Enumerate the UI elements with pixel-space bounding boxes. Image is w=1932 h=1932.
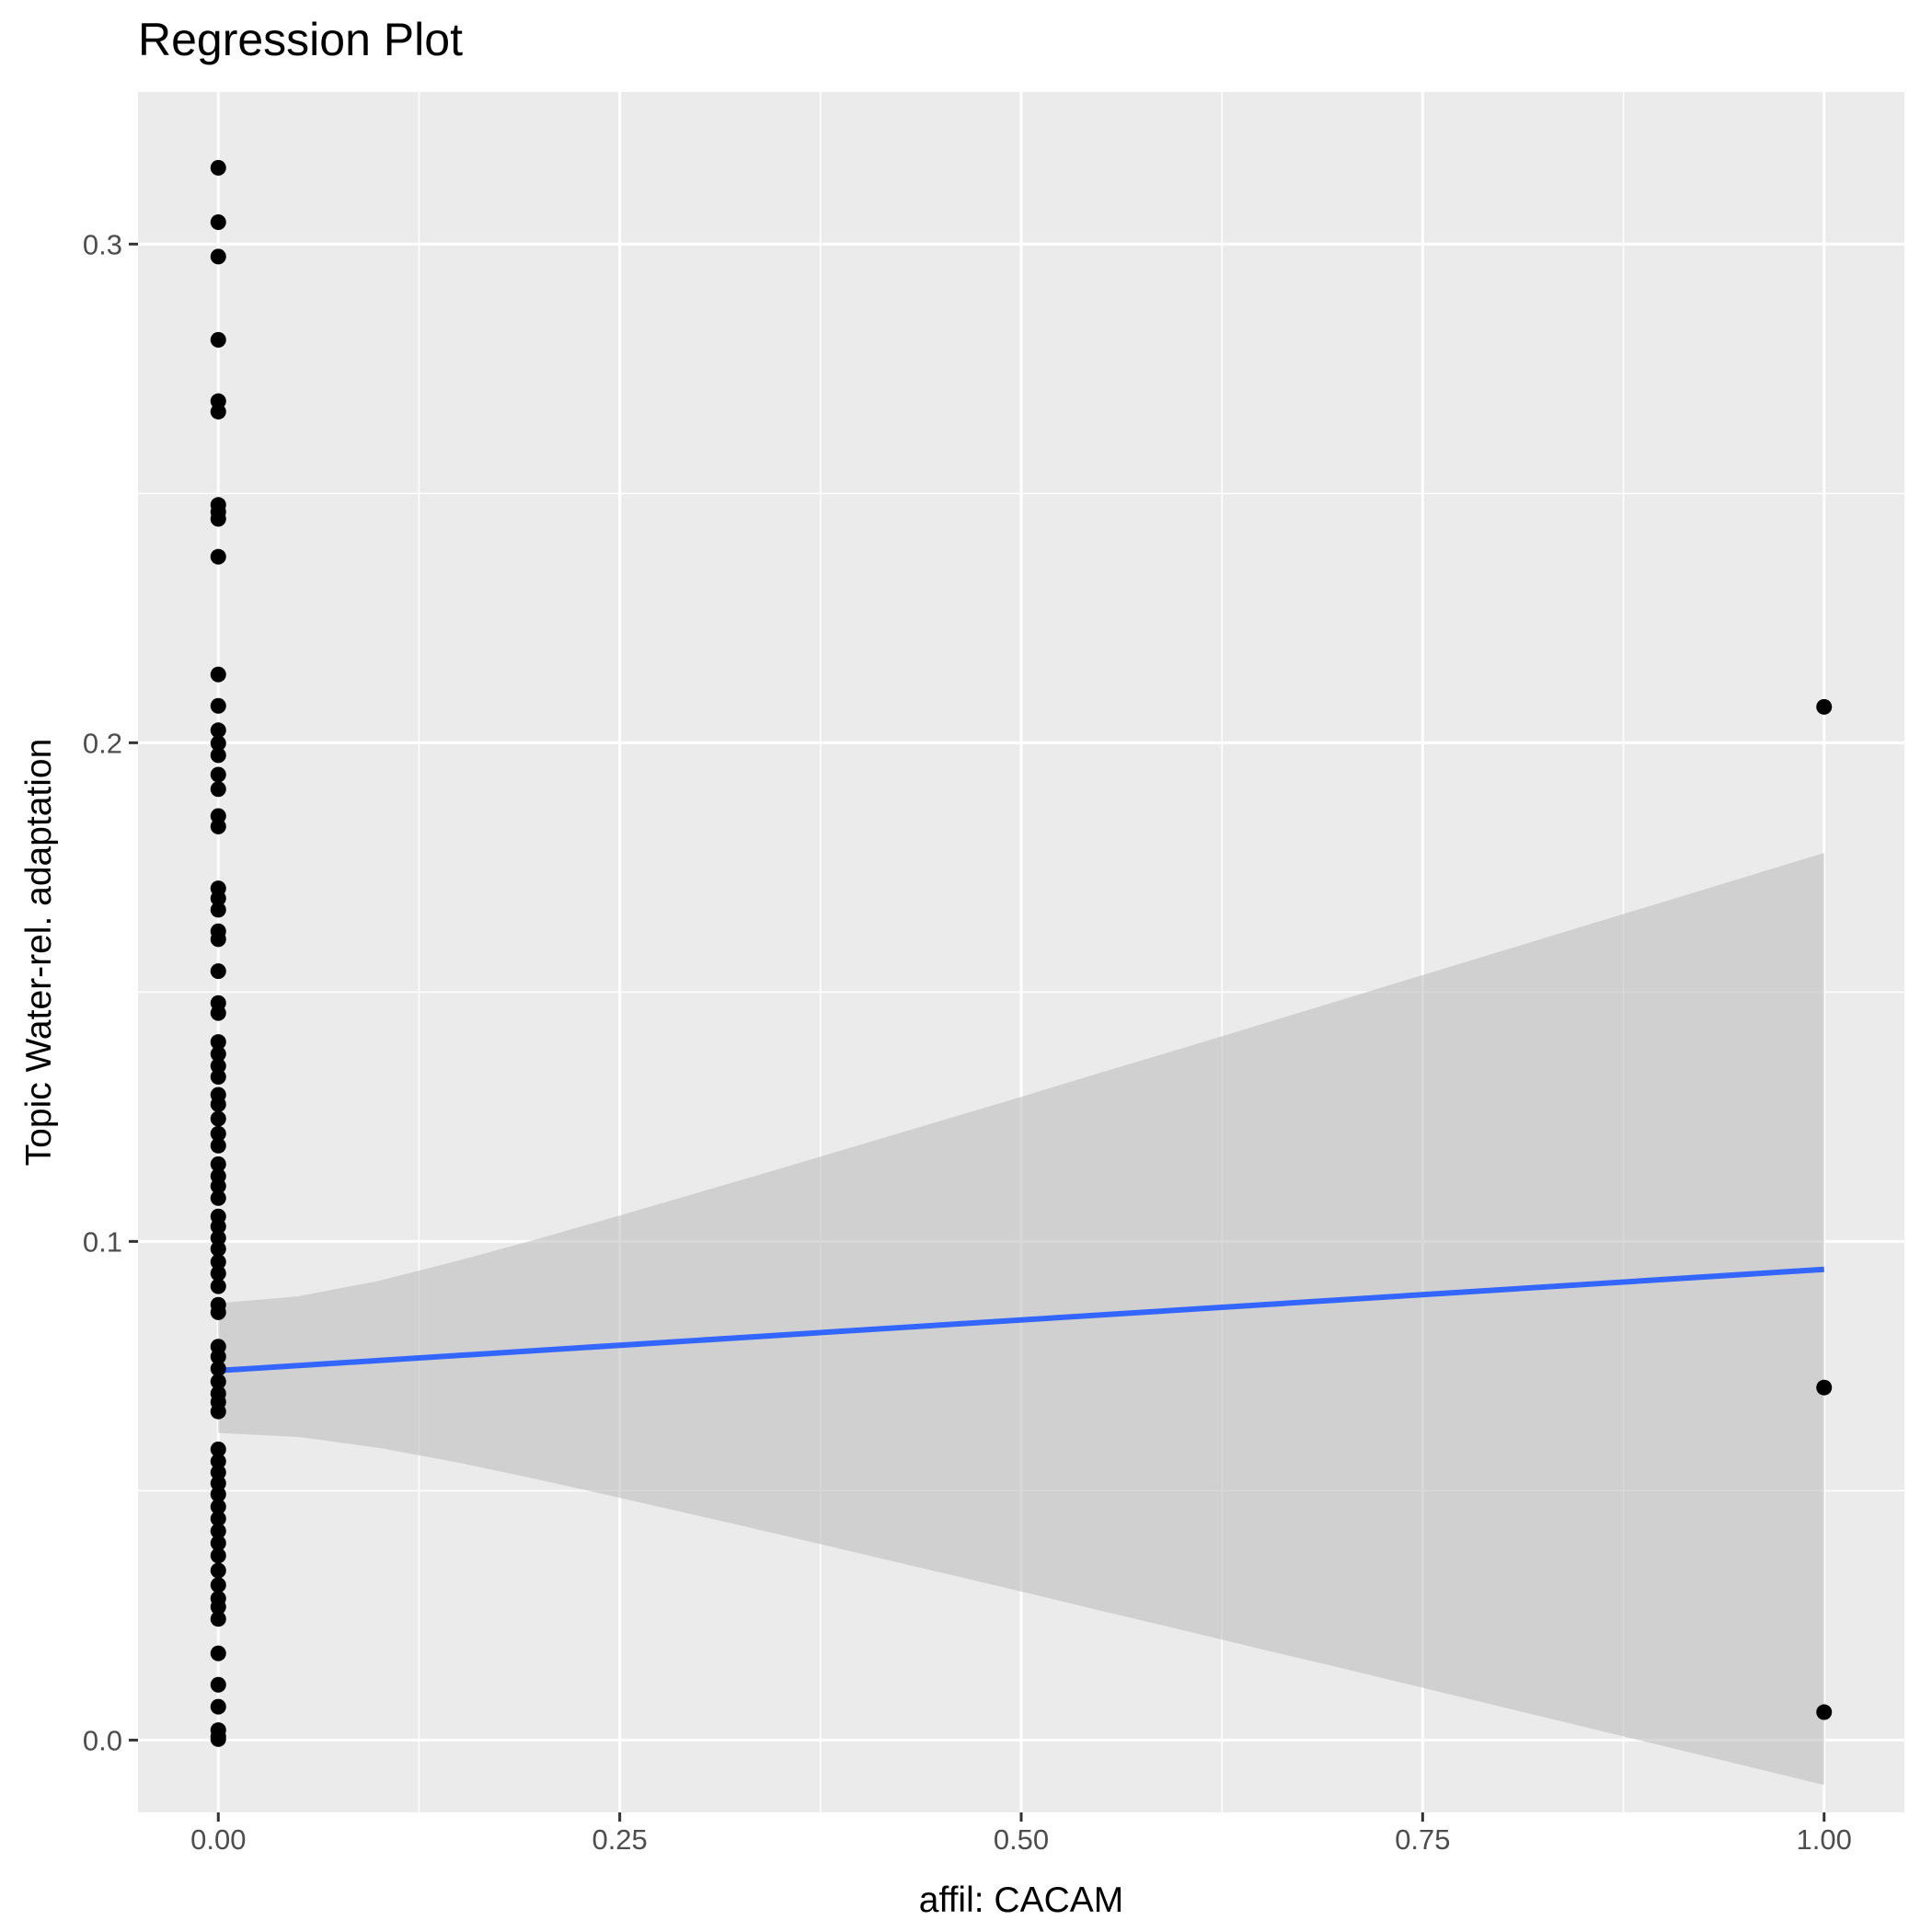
data-point (210, 1190, 226, 1206)
data-point (210, 1374, 226, 1390)
data-point (210, 1278, 226, 1294)
x-tick-label: 0.50 (994, 1823, 1049, 1856)
y-tick-label: 0.2 (83, 727, 122, 759)
y-tick-label: 0.1 (83, 1225, 122, 1258)
data-point (210, 1499, 226, 1515)
data-point (210, 548, 226, 565)
data-point (210, 1178, 226, 1194)
data-point (1816, 1704, 1833, 1720)
scatter-points (210, 159, 1833, 1747)
data-point (210, 1230, 226, 1247)
data-point (1816, 1379, 1833, 1396)
data-point (210, 1156, 226, 1172)
y-axis-title: Topic Water-rel. adaptation (19, 739, 59, 1167)
data-point (210, 1241, 226, 1258)
data-point (210, 1361, 226, 1377)
data-point (210, 213, 226, 230)
y-axis-ticks: 0.0 0.1 0.2 0.3 (83, 228, 138, 1756)
x-axis-ticks: 0.00 0.25 0.50 0.75 1.00 (190, 1812, 1852, 1856)
data-point (210, 1562, 226, 1579)
data-point (210, 1535, 226, 1551)
chart-title: Regression Plot (138, 14, 463, 65)
data-point (210, 1453, 226, 1469)
data-point (210, 1265, 226, 1282)
x-tick-label: 0.25 (592, 1823, 647, 1856)
data-point (210, 1218, 226, 1235)
data-point (210, 902, 226, 918)
data-point (210, 747, 226, 764)
data-point (210, 781, 226, 798)
y-tick-label: 0.0 (83, 1724, 122, 1756)
data-point (210, 1731, 226, 1747)
data-point (210, 248, 226, 265)
x-tick-label: 0.75 (1395, 1823, 1450, 1856)
data-point (210, 766, 226, 783)
data-point (210, 1464, 226, 1480)
data-point (210, 1523, 226, 1539)
data-point (210, 1304, 226, 1320)
data-point (210, 963, 226, 980)
data-point (210, 1577, 226, 1593)
data-point (210, 1349, 226, 1365)
data-point (210, 1676, 226, 1693)
data-point (210, 697, 226, 714)
data-point (210, 1511, 226, 1527)
data-point (210, 1005, 226, 1021)
data-point (210, 1096, 226, 1112)
data-point (210, 1611, 226, 1627)
data-point (210, 666, 226, 683)
data-point (210, 1698, 226, 1715)
data-point (210, 735, 226, 752)
y-tick-label: 0.3 (83, 228, 122, 260)
regression-line (218, 1266, 1824, 1374)
data-point (210, 1441, 226, 1457)
x-axis-title: affil: CACAM (919, 1880, 1124, 1920)
data-point (210, 1475, 226, 1491)
data-point (210, 1645, 226, 1662)
data-point (210, 1110, 226, 1127)
data-point (210, 1137, 226, 1154)
data-point (210, 1125, 226, 1142)
data-point (210, 511, 226, 527)
data-point (210, 403, 226, 420)
regression-line-layer (218, 1266, 1824, 1374)
data-point (210, 818, 226, 834)
data-point (210, 331, 226, 348)
data-point (210, 1058, 226, 1075)
data-point (210, 1403, 226, 1420)
data-point (210, 1034, 226, 1051)
data-point (210, 1046, 226, 1063)
data-point (210, 890, 226, 906)
data-point (210, 1069, 226, 1086)
data-point (210, 159, 226, 176)
data-point (210, 1599, 226, 1616)
data-point (210, 1486, 226, 1502)
x-tick-label: 0.00 (190, 1823, 246, 1856)
data-point (210, 931, 226, 948)
data-point (210, 1254, 226, 1271)
data-point (1816, 698, 1833, 715)
data-point (210, 722, 226, 739)
data-point (210, 1547, 226, 1564)
x-tick-label: 1.00 (1797, 1823, 1852, 1856)
